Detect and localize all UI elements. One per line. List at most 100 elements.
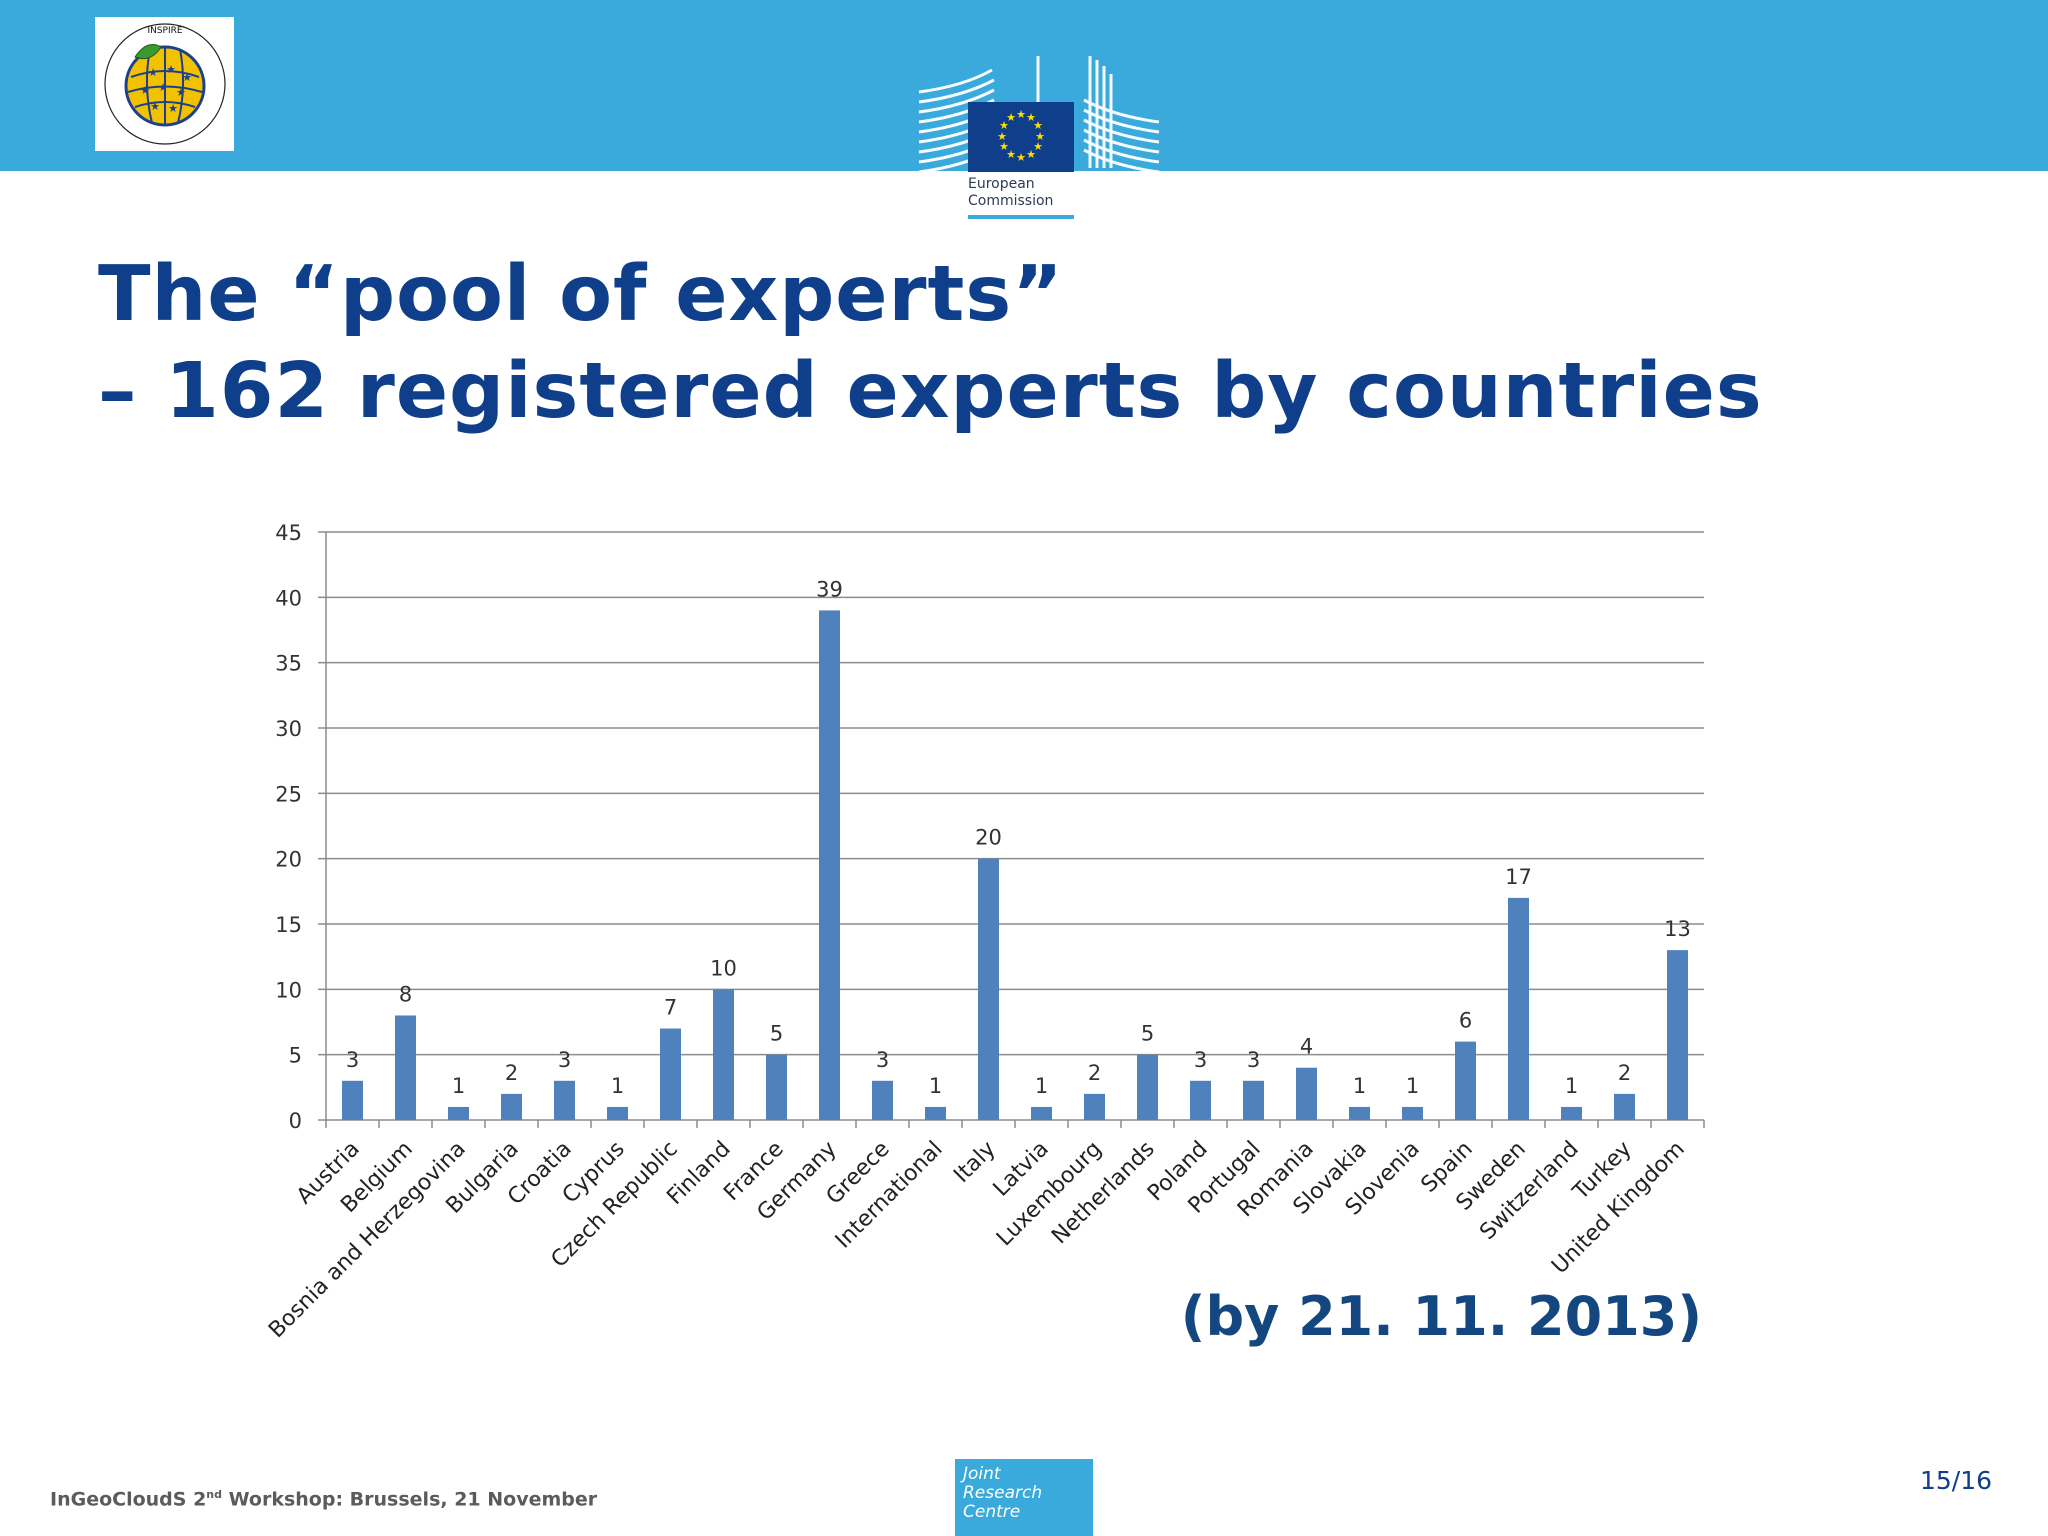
- bar-cyprus: [607, 1106, 628, 1120]
- data-label-finland: 10: [710, 956, 737, 980]
- bar-finland: [713, 989, 734, 1120]
- bar-switzerland: [1561, 1106, 1582, 1120]
- data-label-slovakia: 1: [1353, 1074, 1366, 1098]
- bar-bosnia-and-herzegovina: [448, 1106, 469, 1120]
- bar-romania: [1296, 1067, 1317, 1120]
- data-label-belgium: 8: [399, 982, 412, 1006]
- svg-text:★: ★: [166, 63, 176, 76]
- bar-international: [925, 1106, 946, 1120]
- data-label-portugal: 3: [1247, 1048, 1260, 1072]
- svg-text:★: ★: [1033, 119, 1043, 132]
- data-label-italy: 20: [975, 826, 1002, 850]
- bar-austria: [342, 1080, 363, 1120]
- svg-text:★: ★: [168, 102, 178, 115]
- experts-by-country-chart: 0510152025303540453Austria8Belgium1Bosni…: [264, 521, 1705, 1344]
- european-commission-label: European Commission: [968, 176, 1078, 210]
- page-number: 15/16: [1919, 1466, 1992, 1495]
- slide-title: The “pool of experts” – 162 registered e…: [98, 246, 1763, 440]
- bar-slovakia: [1349, 1106, 1370, 1120]
- bar-spain: [1455, 1041, 1476, 1120]
- y-tick-label-40: 40: [275, 586, 302, 610]
- svg-text:★: ★: [997, 130, 1007, 143]
- y-tick-label-5: 5: [289, 1044, 302, 1068]
- data-label-united-kingdom: 13: [1664, 917, 1691, 941]
- svg-text:★: ★: [1033, 140, 1043, 153]
- y-tick-label-10: 10: [275, 978, 302, 1002]
- category-label-bosnia-and-herzegovina: Bosnia and Herzegovina: [264, 1137, 471, 1344]
- svg-text:★: ★: [1035, 130, 1045, 143]
- ec-label-line2: Commission: [968, 193, 1054, 209]
- data-label-switzerland: 1: [1565, 1074, 1578, 1098]
- jrc-line2: Research: [963, 1483, 1043, 1503]
- data-label-austria: 3: [346, 1048, 359, 1072]
- footer-workshop-text: InGeoCloudS 2nd Workshop: Brussels, 21 N…: [50, 1488, 597, 1510]
- bar-czech-republic: [660, 1028, 681, 1120]
- y-tick-label-35: 35: [275, 652, 302, 676]
- data-label-slovenia: 1: [1406, 1074, 1419, 1098]
- bar-bulgaria: [501, 1093, 522, 1120]
- svg-text:★: ★: [1006, 148, 1016, 161]
- data-label-croatia: 3: [558, 1048, 571, 1072]
- bar-belgium: [395, 1015, 416, 1120]
- footer-text-main: InGeoCloudS 2: [50, 1488, 207, 1511]
- svg-text:★: ★: [1026, 111, 1036, 124]
- bar-portugal: [1243, 1080, 1264, 1120]
- bar-germany: [819, 610, 840, 1120]
- data-label-luxembourg: 2: [1088, 1061, 1101, 1085]
- bar-italy: [978, 858, 999, 1120]
- svg-text:★: ★: [1016, 151, 1026, 164]
- footer-text-rest: Workshop: Brussels, 21 November: [222, 1488, 598, 1511]
- data-label-czech-republic: 7: [664, 996, 677, 1020]
- bar-netherlands: [1137, 1054, 1158, 1120]
- ec-label-line1: European: [968, 176, 1035, 192]
- svg-text:★: ★: [150, 100, 160, 113]
- svg-text:INSPIRE: INSPIRE: [147, 26, 182, 36]
- bar-slovenia: [1402, 1106, 1423, 1120]
- svg-text:★: ★: [158, 81, 168, 94]
- y-tick-label-45: 45: [275, 521, 302, 545]
- svg-text:★: ★: [999, 140, 1009, 153]
- jrc-line1: Joint: [963, 1464, 1001, 1484]
- bar-latvia: [1031, 1106, 1052, 1120]
- data-label-bulgaria: 2: [505, 1061, 518, 1085]
- data-label-germany: 39: [816, 577, 843, 601]
- y-tick-label-15: 15: [275, 913, 302, 937]
- bar-greece: [872, 1080, 893, 1120]
- y-tick-label-25: 25: [275, 782, 302, 806]
- data-label-international: 1: [929, 1074, 942, 1098]
- slide-title-line1: The “pool of experts”: [98, 250, 1064, 339]
- inspire-logo: ★ ★ ★ ★ ★ ★ ★ ★ INSPIRE: [95, 17, 234, 151]
- bar-croatia: [554, 1080, 575, 1120]
- svg-text:★: ★: [999, 119, 1009, 132]
- data-label-poland: 3: [1194, 1048, 1207, 1072]
- data-label-france: 5: [770, 1022, 783, 1046]
- y-tick-label-30: 30: [275, 717, 302, 741]
- bar-united-kingdom: [1667, 950, 1688, 1120]
- svg-text:★: ★: [182, 71, 192, 84]
- y-tick-label-20: 20: [275, 848, 302, 872]
- data-label-bosnia-and-herzegovina: 1: [452, 1074, 465, 1098]
- bar-sweden: [1508, 897, 1529, 1120]
- data-label-cyprus: 1: [611, 1074, 624, 1098]
- bar-luxembourg: [1084, 1093, 1105, 1120]
- data-label-latvia: 1: [1035, 1074, 1048, 1098]
- data-label-spain: 6: [1459, 1009, 1472, 1033]
- svg-text:★: ★: [148, 66, 158, 79]
- data-label-turkey: 2: [1618, 1061, 1631, 1085]
- svg-text:★: ★: [176, 86, 186, 99]
- bar-france: [766, 1054, 787, 1120]
- svg-text:★: ★: [140, 84, 150, 97]
- svg-text:★: ★: [1006, 111, 1016, 124]
- jrc-line3: Centre: [963, 1502, 1021, 1522]
- european-commission-logo: ★ ★ ★ ★ ★ ★ ★ ★ ★ ★ ★ ★: [914, 50, 1164, 222]
- bar-turkey: [1614, 1093, 1635, 1120]
- date-note: (by 21. 11. 2013): [1180, 1285, 1702, 1348]
- data-label-romania: 4: [1300, 1035, 1313, 1059]
- eu-flag-icon: [968, 102, 1074, 172]
- footer-text-sup: nd: [206, 1488, 223, 1501]
- jrc-logo: Joint Research Centre: [955, 1459, 1093, 1536]
- data-label-sweden: 17: [1505, 865, 1532, 889]
- svg-text:★: ★: [1026, 148, 1036, 161]
- svg-text:★: ★: [1016, 108, 1026, 121]
- bar-poland: [1190, 1080, 1211, 1120]
